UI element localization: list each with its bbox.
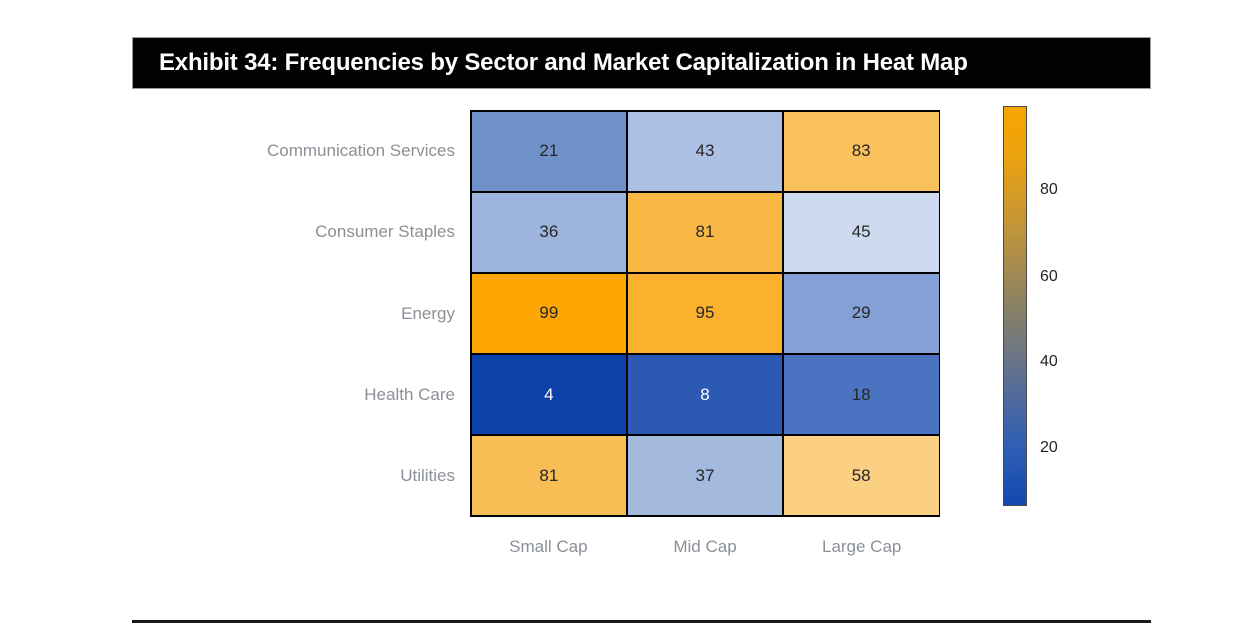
column-label: Mid Cap (673, 537, 737, 556)
heatmap-cell: 99 (471, 273, 627, 354)
row-label: Consumer Staples (315, 222, 455, 242)
row-label: Energy (401, 303, 455, 323)
colorbar-tick-label: 40 (1040, 353, 1058, 370)
bottom-divider (132, 620, 1151, 623)
row-label: Health Care (364, 384, 455, 404)
colorbar-tick-label: 80 (1040, 181, 1058, 198)
heatmap-cell: 81 (627, 192, 783, 273)
heatmap-cell: 8 (627, 354, 783, 435)
row-label: Utilities (400, 466, 455, 486)
heatmap-cell: 29 (783, 273, 939, 354)
exhibit-title-bar: Exhibit 34: Frequencies by Sector and Ma… (132, 37, 1151, 89)
heatmap-cell: 21 (471, 111, 627, 192)
colorbar-tick-label: 20 (1040, 439, 1058, 456)
heatmap-cell: 36 (471, 192, 627, 273)
column-labels: Small Cap Mid Cap Large Cap (470, 536, 940, 558)
heatmap-cell: 18 (783, 354, 939, 435)
heatmap-cell: 95 (627, 273, 783, 354)
heatmap-cell: 37 (627, 435, 783, 516)
colorbar (1003, 106, 1027, 506)
heatmap-grid: 21 43 83 36 81 45 99 95 29 4 8 18 81 37 58 (470, 110, 940, 517)
column-label: Small Cap (509, 537, 588, 556)
heatmap-cell: 45 (783, 192, 939, 273)
heatmap-cell: 58 (783, 435, 939, 516)
row-label: Communication Services (266, 140, 455, 160)
row-labels: Communication Services Consumer Staples En… (150, 110, 455, 517)
column-label: Large Cap (821, 537, 902, 556)
heatmap-cell: 43 (627, 111, 783, 192)
exhibit-title: Exhibit 34: Frequencies by Sector and Ma… (159, 49, 968, 76)
colorbar-tick-label: 60 (1040, 268, 1058, 285)
heatmap-cell: 83 (783, 111, 939, 192)
heatmap-cell: 81 (471, 435, 627, 516)
colorbar-ticks: 80 60 40 20 (1040, 106, 1080, 506)
heatmap-cell: 4 (471, 354, 627, 435)
